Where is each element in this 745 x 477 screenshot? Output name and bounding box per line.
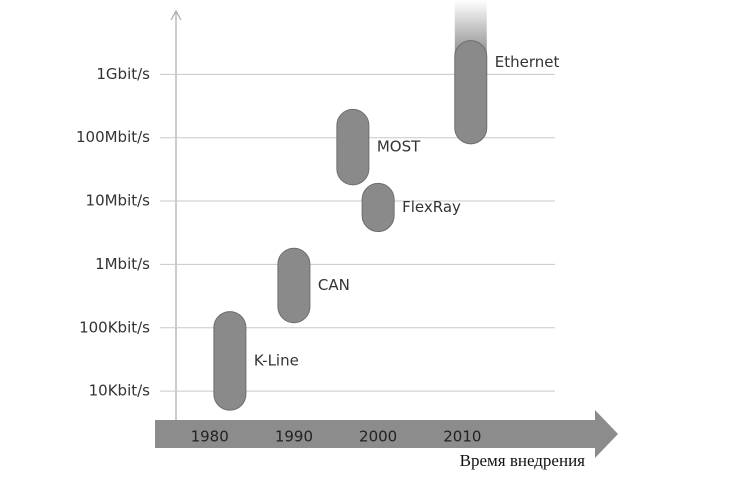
range-bar bbox=[454, 40, 488, 145]
bar-label: Ethernet bbox=[495, 53, 560, 71]
y-tick-label: 100Mbit/s bbox=[76, 128, 150, 146]
y-tick-label: 1Mbit/s bbox=[95, 255, 150, 273]
x-tick-label: 1980 bbox=[191, 428, 229, 446]
x-axis-label: Время внедрения bbox=[460, 451, 586, 470]
bar-label: K-Line bbox=[254, 351, 299, 369]
range-bar bbox=[213, 311, 247, 411]
bar-label: MOST bbox=[377, 138, 421, 156]
x-tick-label: 2010 bbox=[443, 428, 481, 446]
x-tick-label: 1990 bbox=[275, 428, 313, 446]
y-tick-label: 10Mbit/s bbox=[86, 192, 151, 210]
y-tick-label: 10Kbit/s bbox=[89, 382, 151, 400]
x-tick-label: 2000 bbox=[359, 428, 397, 446]
range-bar bbox=[336, 108, 370, 186]
y-axis-arrow bbox=[170, 9, 182, 21]
y-tick-label: 1Gbit/s bbox=[96, 65, 150, 83]
range-bar bbox=[277, 247, 311, 324]
range-bar bbox=[361, 182, 395, 233]
bar-label: FlexRay bbox=[402, 198, 461, 216]
y-tick-label: 100Kbit/s bbox=[79, 318, 150, 336]
x-axis-arrow bbox=[155, 410, 618, 458]
bar-label: CAN bbox=[318, 276, 350, 294]
